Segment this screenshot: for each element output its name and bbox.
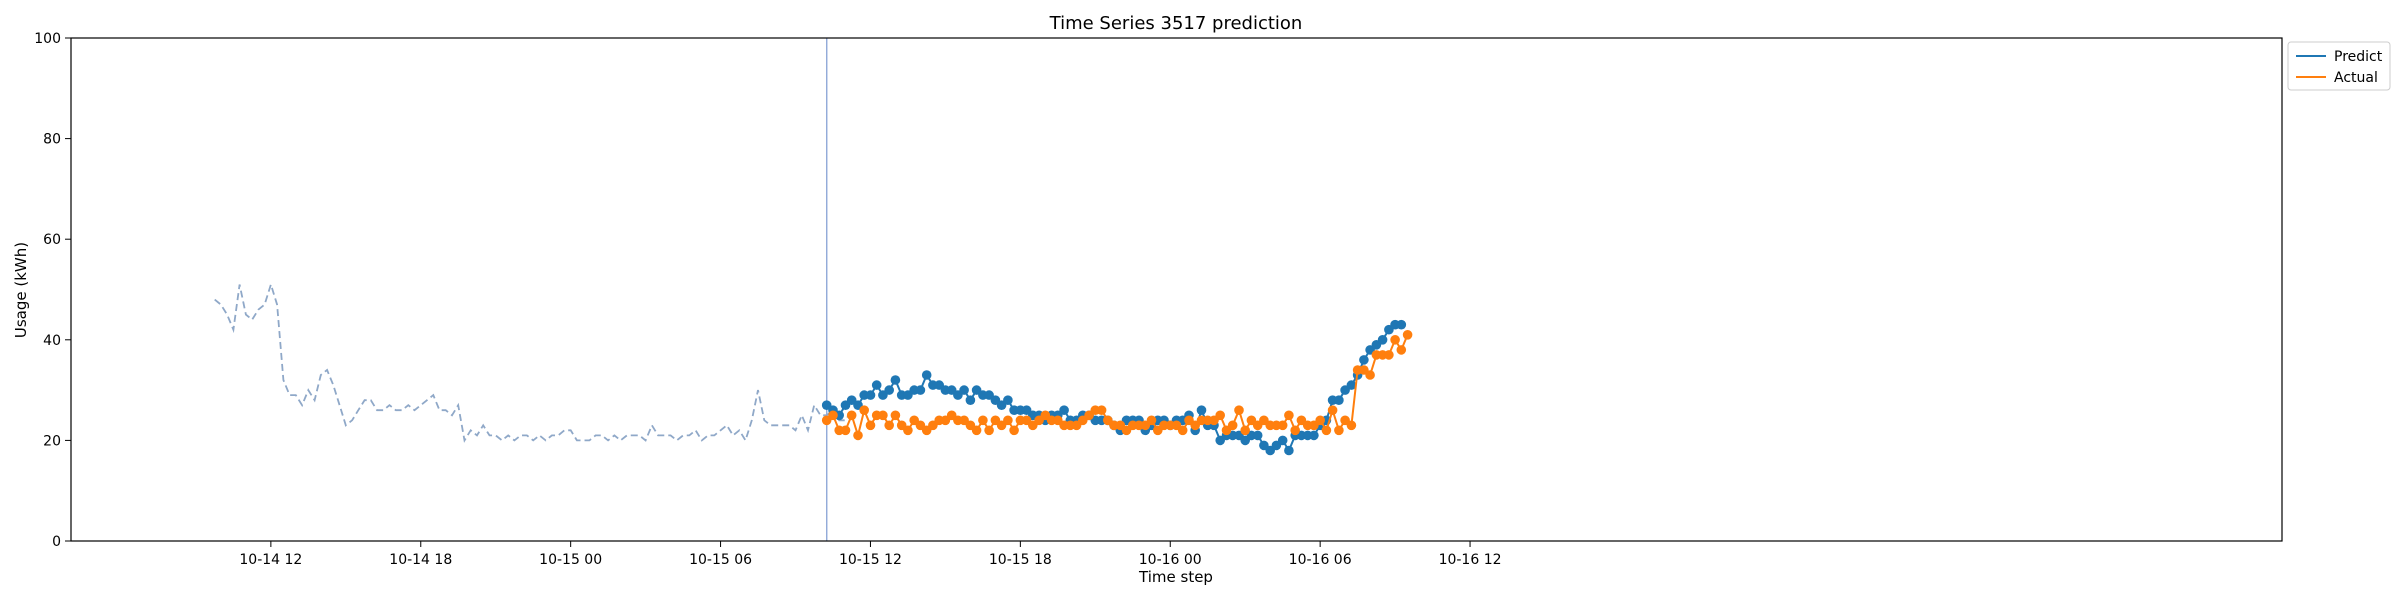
actual-point <box>1334 425 1344 436</box>
actual-point <box>1284 410 1294 421</box>
actual-point <box>978 415 988 426</box>
actual-point <box>1003 415 1013 426</box>
plot-frame <box>70 37 2283 542</box>
predict-point <box>1003 395 1013 406</box>
x-tick-label: 10-15 18 <box>989 552 1052 568</box>
x-tick-label: 10-16 06 <box>1289 552 1352 568</box>
predict-point <box>1396 319 1407 330</box>
x-tick-label: 10-15 00 <box>539 552 602 568</box>
predict-point <box>1252 430 1263 441</box>
predict-point <box>1196 405 1207 416</box>
predict-point <box>871 380 882 390</box>
predict-point <box>890 375 901 385</box>
actual-point <box>971 425 982 436</box>
actual-point <box>1290 425 1300 436</box>
legend: Predict Actual <box>2287 41 2391 91</box>
y-tick-label: 40 <box>43 333 61 349</box>
predict-point <box>1346 380 1357 390</box>
predict-point <box>959 385 969 395</box>
y-tick-label: 20 <box>43 433 61 449</box>
actual-point <box>1096 405 1107 416</box>
actual-point <box>853 430 863 441</box>
actual-point <box>1321 425 1332 436</box>
actual-point <box>1277 420 1288 431</box>
actual-point <box>1346 420 1357 431</box>
x-tick-label: 10-14 12 <box>239 552 302 568</box>
actual-point <box>1384 350 1394 360</box>
actual-point <box>1240 425 1250 436</box>
x-axis-label: Time step <box>1138 568 1213 586</box>
y-tick-label: 80 <box>43 132 61 148</box>
actual-point <box>859 405 869 416</box>
predict-point <box>921 370 932 380</box>
actual-point <box>1146 415 1157 426</box>
actual-point <box>846 410 857 421</box>
chart-title: Time Series 3517 prediction <box>1049 13 1303 34</box>
actual-point <box>1402 330 1413 340</box>
y-tick-label: 100 <box>34 31 61 47</box>
actual-point <box>840 425 851 436</box>
plot-area <box>214 38 1413 541</box>
actual-point <box>828 410 838 421</box>
actual-point <box>1315 415 1325 426</box>
actual-point <box>1390 335 1400 345</box>
predict-point <box>915 385 926 395</box>
actual-point <box>1396 345 1407 355</box>
actual-point <box>1009 425 1019 436</box>
predict-point <box>965 395 976 406</box>
actual-point <box>1327 405 1338 416</box>
actual-point <box>1234 405 1244 416</box>
actual-point <box>903 425 913 436</box>
predict-point <box>1334 395 1344 406</box>
x-tick-label: 10-16 12 <box>1439 552 1502 568</box>
actual-point <box>890 410 901 421</box>
y-tick-label: 60 <box>43 232 61 248</box>
actual-point <box>865 420 876 431</box>
predict-point <box>1359 355 1369 365</box>
legend-actual-label: Actual <box>2334 70 2378 86</box>
x-tick-label: 10-15 06 <box>689 552 752 568</box>
x-tick-label: 10-14 18 <box>389 552 452 568</box>
y-tick-label: 0 <box>52 534 61 550</box>
actual-point <box>1177 425 1188 436</box>
predict-point <box>1284 445 1294 456</box>
actual-point <box>984 425 994 436</box>
predict-point <box>1059 405 1069 416</box>
predict-point <box>865 390 876 400</box>
predict-point <box>1377 335 1388 345</box>
actual-point <box>878 410 888 421</box>
x-tick-label: 10-16 00 <box>1139 552 1202 568</box>
x-axis: 10-14 12 10-14 18 10-15 00 10-15 06 10-15 12… <box>239 541 1502 568</box>
actual-point <box>1227 420 1238 431</box>
x-tick-label: 10-15 12 <box>839 552 902 568</box>
predict-point <box>1277 435 1288 446</box>
actual-point <box>884 420 894 431</box>
legend-predict-label: Predict <box>2334 49 2383 65</box>
predict-point <box>1309 430 1319 441</box>
predict-point <box>884 385 894 395</box>
history-line <box>214 281 853 443</box>
y-axis: 0 20 40 60 80 100 <box>34 31 71 550</box>
actual-point <box>1215 410 1225 421</box>
y-axis-label: Usage (kWh) <box>12 242 30 338</box>
actual-point <box>1365 370 1375 380</box>
